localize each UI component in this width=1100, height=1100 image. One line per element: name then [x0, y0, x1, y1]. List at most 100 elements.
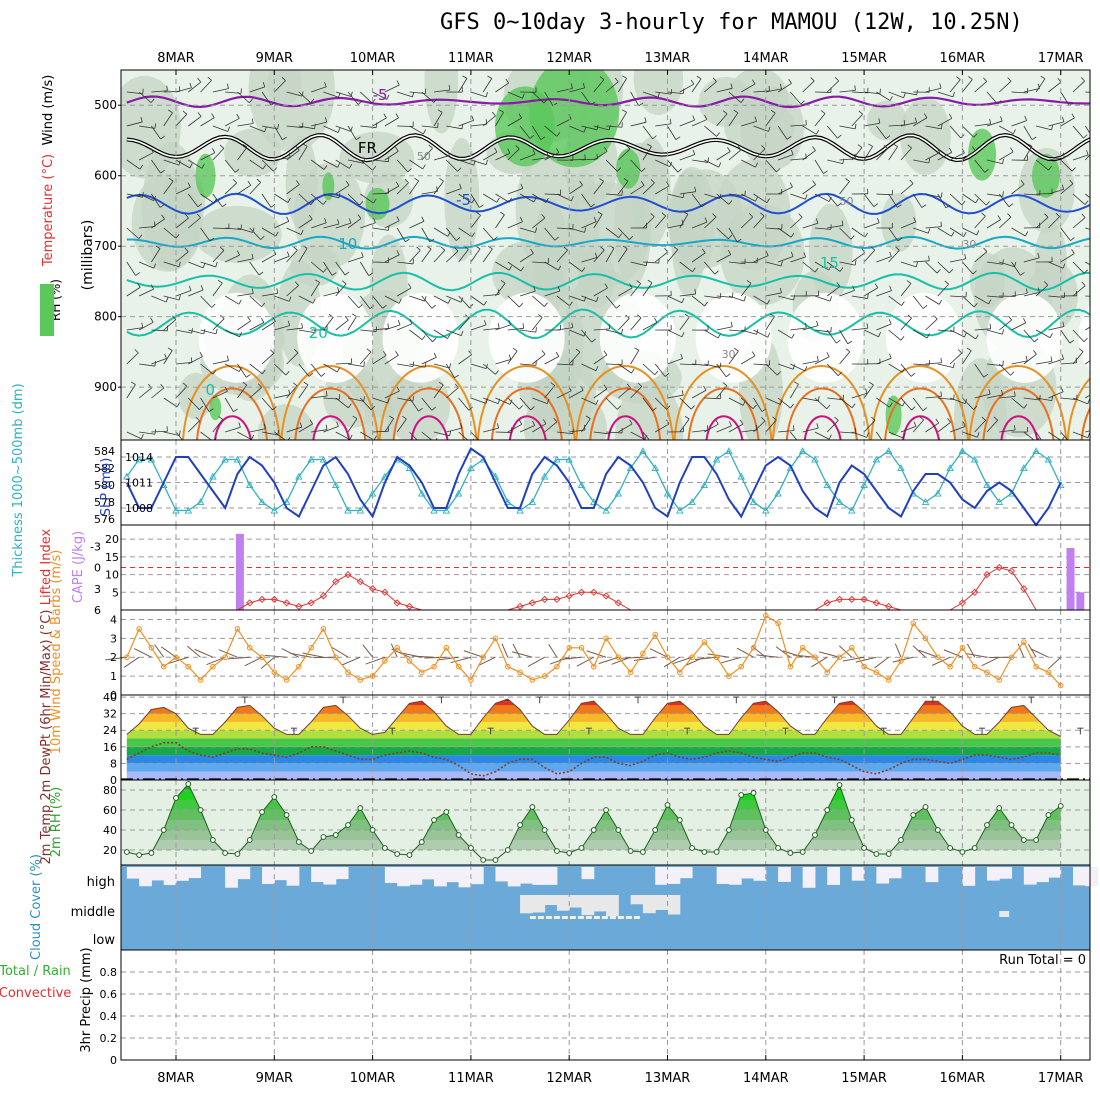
wind-barb: [347, 125, 357, 140]
wind-barb: [323, 426, 339, 433]
wind-barb: [986, 159, 1003, 165]
wind-barb: [863, 193, 875, 207]
wind-barb: [507, 188, 523, 195]
wind-barb-flag: [1083, 269, 1088, 274]
date-label-bottom: 14MAR: [743, 1071, 789, 1086]
wind-barb: [458, 397, 470, 411]
wind-barb: [728, 329, 745, 332]
wind-barb: [323, 291, 340, 297]
thickness-tick-label: 584: [94, 445, 115, 458]
wind-barb: [372, 91, 387, 100]
wind-barb-flag: [603, 384, 608, 390]
rh-blob: [715, 159, 791, 271]
wind-barb: [765, 363, 778, 376]
rh-point: [455, 832, 462, 838]
wind-barb: [704, 397, 721, 400]
wind-barb-flag: [718, 162, 722, 168]
wind-barb: [360, 431, 375, 440]
rh-point: [775, 845, 781, 851]
wind-barb-flag: [396, 80, 400, 86]
wind-barb: [433, 249, 446, 263]
wind-barb: [384, 185, 400, 195]
wind-barb-flag: [226, 355, 229, 361]
isotherm-dome-outer: [771, 365, 871, 440]
wind-barb-flag: [973, 302, 978, 308]
wind-barb: [556, 227, 573, 230]
wind-barb-flag: [155, 245, 161, 249]
lifted-index-point: [860, 595, 868, 604]
cloud-middle: [581, 895, 595, 916]
wind-barb-flag: [373, 435, 377, 440]
wind-barb: [851, 227, 866, 238]
wind-barb: [360, 397, 372, 411]
wind-barb-flag: [823, 170, 828, 174]
lifted-index-point: [995, 563, 1003, 572]
wind-barb-flag: [219, 246, 225, 251]
wind-barb: [925, 396, 942, 399]
date-label-top: 15MAR: [841, 51, 887, 66]
thickness-point: [602, 506, 610, 514]
cape-bar: [1066, 548, 1075, 610]
thickness-point: [688, 498, 696, 505]
wind-barb-flag: [790, 251, 794, 257]
wind-barb-flag: [543, 99, 548, 104]
thickness-point: [958, 447, 967, 454]
wind-barb: [433, 155, 450, 161]
rh-point: [160, 827, 167, 833]
lifted-index-point: [393, 599, 401, 607]
wind-barb: [105, 656, 127, 661]
wind-barb-flag: [299, 422, 303, 428]
wind-barb: [1060, 117, 1075, 127]
wind-barb-flag: [841, 220, 844, 226]
wind-barb-flag: [837, 202, 842, 207]
wind-barb: [409, 363, 426, 368]
wind-barb: [175, 159, 191, 169]
axis-labels: RH (%)Temperature (°C)Wind (m/s)(milliba…: [0, 75, 114, 1053]
lifted-index-point: [516, 602, 524, 611]
wind-barb: [654, 215, 666, 229]
wind-barb: [298, 329, 315, 334]
wind-barb: [790, 383, 799, 399]
cloud-low: [625, 916, 632, 919]
wind-speed-point: [910, 620, 917, 627]
wind-barb: [949, 352, 963, 365]
wind-barb: [814, 431, 830, 440]
wind-barb: [605, 295, 617, 309]
wind-barb: [630, 91, 640, 106]
rh-point: [406, 852, 413, 858]
wind-barb: [225, 227, 242, 230]
wind-barb-flag: [437, 109, 443, 113]
rh-blob: [953, 358, 1007, 440]
cloud-tick-label: middle: [71, 905, 115, 920]
wind-barb: [790, 431, 798, 440]
wind-barb-flag: [717, 333, 721, 339]
wind-barb: [261, 397, 273, 411]
wind-barb: [274, 157, 291, 161]
wind-speed-point: [738, 663, 745, 670]
wind-barb: [397, 91, 413, 98]
wind-barb: [900, 426, 917, 433]
wind-barb: [949, 125, 961, 139]
thickness-point: [368, 489, 377, 497]
wind-barb: [642, 91, 659, 98]
thickness-point: [835, 498, 844, 505]
cloud-low: [569, 916, 576, 919]
wind-barb: [458, 120, 474, 127]
wind-barb: [163, 180, 174, 195]
wind-barb-flag: [550, 382, 555, 386]
wind-barb: [581, 91, 592, 106]
wind-barb-flag: [752, 79, 756, 85]
wind-speed-point: [603, 635, 609, 642]
cloud-high: [188, 867, 202, 879]
wind-speed-point: [1033, 663, 1039, 670]
thickness-point: [184, 506, 193, 514]
wind-barb-flag: [949, 269, 954, 274]
wind-barb-flag: [712, 213, 717, 218]
wind-barb-flag: [468, 350, 472, 355]
wind-barb: [372, 159, 389, 163]
thickness-point: [258, 498, 266, 505]
rh-point: [701, 849, 708, 855]
wind-barb-flag: [812, 146, 816, 151]
wind-barb-flag: [760, 212, 765, 217]
wind-barb: [863, 222, 880, 229]
